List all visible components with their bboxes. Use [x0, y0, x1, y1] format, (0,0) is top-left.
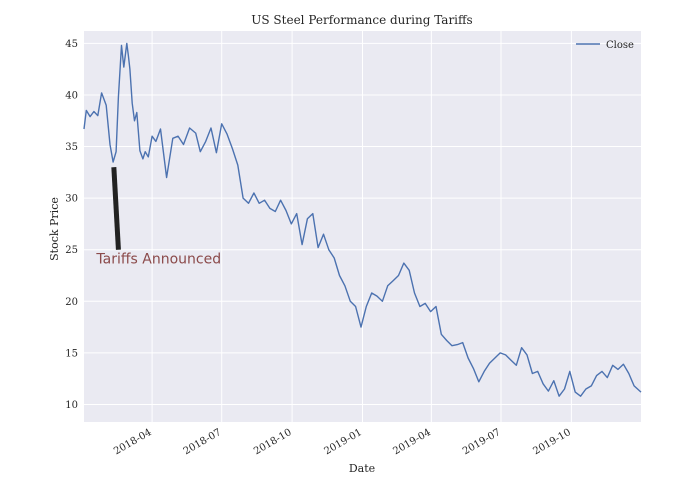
x-tick-label: 2019-07: [461, 427, 502, 457]
x-tick-label: 2019-01: [323, 427, 364, 457]
y-tick-label: 30: [65, 194, 78, 205]
y-tick-label: 10: [65, 400, 78, 411]
chart-title: US Steel Performance during Tariffs: [251, 13, 472, 27]
y-tick-label: 20: [65, 297, 78, 308]
annotation-label: Tariffs Announced: [95, 252, 221, 268]
y-axis-label: Stock Price: [48, 197, 61, 261]
y-tick-label: 35: [65, 142, 78, 153]
y-tick-label: 15: [65, 348, 78, 359]
gridlines: [84, 31, 641, 422]
series-group: [83, 42, 642, 397]
y-tick-label: 45: [65, 39, 78, 50]
x-tick-label: 2019-04: [391, 427, 432, 457]
series-line-close: [83, 42, 642, 397]
y-tick-labels: 10 15 20 25 30 35 40 45: [65, 39, 78, 411]
x-tick-label: 2019-10: [531, 427, 572, 457]
annotation-group: Tariffs Announced: [95, 167, 221, 268]
x-tick-label: 2018-10: [252, 427, 293, 457]
annotation-line: [111, 167, 121, 250]
x-axis-label: Date: [349, 462, 375, 475]
y-tick-label: 40: [65, 90, 78, 101]
legend: Close: [576, 40, 634, 51]
x-tick-labels: 2018-04 2018-07 2018-10 2019-01 2019-04 2019-…: [112, 427, 573, 457]
x-tick-label: 2018-07: [182, 427, 223, 457]
y-tick-label: 25: [65, 245, 78, 256]
legend-label-close: Close: [606, 40, 634, 51]
x-tick-label: 2018-04: [112, 427, 153, 457]
